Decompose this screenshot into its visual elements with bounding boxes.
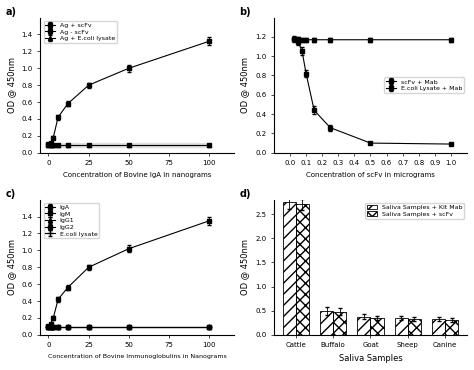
Text: b): b) bbox=[239, 7, 251, 17]
Bar bbox=[432, 319, 445, 335]
Y-axis label: OD @ 450nm: OD @ 450nm bbox=[7, 57, 16, 113]
Text: a): a) bbox=[6, 7, 17, 17]
Legend: Ag + scFv, Ag - scFv, Ag + E.coli lysate: Ag + scFv, Ag - scFv, Ag + E.coli lysate bbox=[44, 21, 117, 43]
Bar bbox=[395, 318, 408, 335]
Y-axis label: OD @ 450nm: OD @ 450nm bbox=[240, 239, 249, 295]
Legend: Saliva Samples + Kit Mab, Saliva Samples + scFv: Saliva Samples + Kit Mab, Saliva Samples… bbox=[365, 203, 464, 219]
Bar bbox=[296, 205, 309, 335]
Bar bbox=[320, 311, 333, 335]
Text: d): d) bbox=[239, 189, 251, 199]
Y-axis label: OD @ 450nm: OD @ 450nm bbox=[7, 239, 16, 295]
Legend: IgA, IgM, IgG1, IgG2, E.coli lysate: IgA, IgM, IgG1, IgG2, E.coli lysate bbox=[44, 203, 100, 238]
X-axis label: Saliva Samples: Saliva Samples bbox=[338, 354, 402, 363]
Bar bbox=[283, 202, 296, 335]
Bar bbox=[371, 318, 383, 335]
X-axis label: Concentration of scFv in micrograms: Concentration of scFv in micrograms bbox=[306, 172, 435, 178]
Text: c): c) bbox=[6, 189, 16, 199]
Legend: scFv + Mab, E.coli Lysate + Mab: scFv + Mab, E.coli Lysate + Mab bbox=[384, 77, 464, 93]
Bar bbox=[408, 319, 421, 335]
Bar bbox=[357, 316, 371, 335]
X-axis label: Concentration of Bovine IgA in nanograms: Concentration of Bovine IgA in nanograms bbox=[63, 172, 211, 178]
Bar bbox=[333, 312, 346, 335]
X-axis label: Concentration of Bovine Immunoglobulins in Nanograms: Concentration of Bovine Immunoglobulins … bbox=[47, 354, 226, 359]
Y-axis label: OD @ 450nm: OD @ 450nm bbox=[240, 57, 249, 113]
Bar bbox=[445, 320, 458, 335]
